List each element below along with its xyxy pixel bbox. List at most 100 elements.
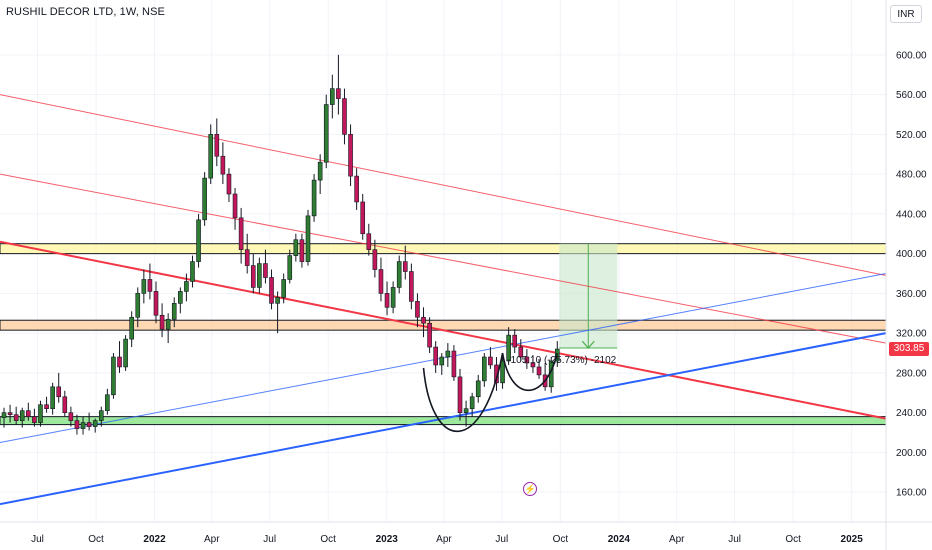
measure-label: -105.10 (-25.73%) -2102 [507, 355, 616, 366]
y-tick-label: 280.00 [896, 368, 927, 379]
candle-body [232, 193, 238, 219]
candle-body [50, 386, 55, 409]
candle-body [439, 356, 445, 366]
x-tick-label: Oct [553, 534, 569, 545]
candle-body [202, 177, 207, 221]
candle-body [482, 356, 487, 382]
y-tick-label: 240.00 [896, 408, 927, 419]
trendline-red [0, 240, 887, 420]
y-tick-label: 200.00 [896, 448, 927, 459]
candle-body [421, 316, 426, 324]
measure-box[interactable] [559, 243, 618, 349]
x-tick-label: 2024 [608, 534, 631, 545]
candle-body [457, 376, 463, 413]
y-tick-label: 560.00 [896, 90, 927, 101]
candle-body [123, 338, 128, 368]
candle-body [469, 396, 475, 409]
candle-body [342, 98, 347, 135]
lightning-icon[interactable]: ⚡ [523, 482, 538, 496]
candle-body [19, 410, 25, 421]
candle-body [415, 301, 420, 318]
y-tick-label: 360.00 [896, 289, 927, 300]
candle-body [475, 380, 481, 398]
candle-body [56, 386, 62, 398]
candle-body [111, 356, 116, 396]
x-tick-label: Oct [785, 534, 801, 545]
x-tick-label: Apr [204, 534, 220, 545]
candle-body [184, 281, 189, 292]
y-tick-label: 440.00 [896, 209, 927, 220]
candles [1, 54, 560, 435]
currency-button[interactable]: INR [890, 5, 922, 23]
candle-body [372, 249, 378, 270]
x-tick-label: 2022 [143, 534, 166, 545]
candle-body [323, 104, 329, 163]
x-tick-label: Apr [436, 534, 452, 545]
candle-body [153, 291, 159, 316]
candle-body [445, 350, 451, 358]
candle-body [366, 233, 372, 250]
candle-body [311, 179, 317, 217]
candle-body [68, 412, 74, 421]
y-tick-label: 160.00 [896, 488, 927, 499]
candle-body [488, 356, 493, 366]
candle-body [171, 303, 177, 320]
candle-body [348, 134, 353, 177]
candle-body [396, 261, 402, 288]
candle-body [159, 314, 165, 330]
candle-body [38, 404, 43, 423]
candle-body [293, 239, 299, 256]
candle-body [384, 293, 390, 308]
candle-body [178, 291, 183, 304]
trendlines[interactable] [0, 94, 887, 506]
candle-body [305, 215, 311, 262]
candle-body [530, 362, 536, 368]
candle-body [86, 422, 92, 427]
candle-body [524, 356, 530, 364]
trendline-blue [0, 332, 887, 506]
candle-body [336, 88, 341, 99]
candle-body [7, 412, 13, 415]
candle-body [330, 88, 335, 105]
candle-body [317, 161, 323, 181]
candle-body [135, 293, 141, 318]
trendline-red [0, 94, 887, 276]
candle-body [74, 420, 80, 429]
candle-body [512, 334, 518, 348]
candle-body [500, 360, 505, 384]
candle-body [354, 175, 359, 203]
candle-body [427, 322, 432, 348]
candle-body [98, 410, 104, 421]
candle-body [518, 346, 524, 358]
cup-curve-right [501, 352, 559, 392]
y-tick-label: 400.00 [896, 249, 927, 260]
candle-body [44, 404, 49, 409]
x-tick-label: Jul [495, 534, 508, 545]
x-tick-label: 2025 [841, 534, 864, 545]
candle-body [244, 249, 250, 266]
candle-body [402, 261, 408, 272]
trendline-red [0, 173, 887, 344]
candle-body [117, 356, 122, 368]
candle-body [238, 217, 244, 250]
cup-curve-left [422, 352, 504, 433]
candle-body [80, 422, 86, 429]
symbol-title[interactable]: RUSHIL DECOR LTD, 1W, NSE [6, 6, 165, 18]
candle-body [360, 201, 366, 235]
candle-body [281, 279, 286, 298]
y-tick-label: 520.00 [896, 130, 927, 141]
candle-body [257, 263, 262, 288]
candle-body [1, 412, 7, 418]
x-tick-label: 2023 [376, 534, 399, 545]
x-tick-label: Jul [263, 534, 276, 545]
cup-pattern-curves [422, 352, 559, 433]
candle-body [536, 366, 542, 376]
candle-body [214, 134, 220, 157]
candle-body [275, 297, 280, 304]
candle-body [433, 346, 438, 366]
candle-body [269, 277, 274, 304]
candle-body [378, 269, 384, 294]
candle-body [190, 261, 195, 282]
